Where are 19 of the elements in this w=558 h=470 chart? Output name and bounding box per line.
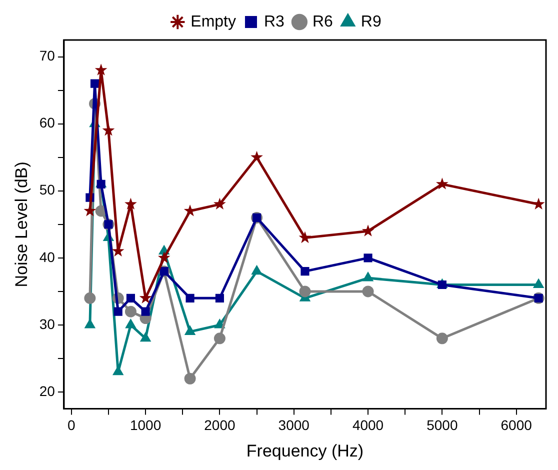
x-tick-label: 6000 bbox=[500, 417, 532, 434]
x-tick-label: 0 bbox=[67, 417, 76, 434]
y-tick-label: 40 bbox=[39, 248, 56, 265]
x-tick-label: 3000 bbox=[278, 417, 310, 434]
y-tick-label: 20 bbox=[39, 382, 56, 399]
y-axis-title: Noise Level (dB) bbox=[12, 162, 31, 288]
x-axis-title: Frequency (Hz) bbox=[246, 441, 364, 460]
legend-label: R9 bbox=[360, 13, 382, 30]
y-tick-label: 30 bbox=[39, 316, 56, 332]
y-tick-label: 50 bbox=[39, 182, 56, 198]
y-tick-label: 70 bbox=[39, 48, 56, 64]
x-tick-label: 5000 bbox=[426, 417, 458, 434]
x-tick-label: 1000 bbox=[130, 417, 162, 434]
legend-label: R6 bbox=[312, 13, 333, 30]
legend-label: R3 bbox=[264, 13, 285, 30]
y-tick-label: 60 bbox=[39, 114, 56, 131]
x-tick-label: 2000 bbox=[204, 417, 236, 434]
legend-label: Empty bbox=[190, 13, 236, 30]
x-tick-label: 4000 bbox=[352, 417, 384, 434]
